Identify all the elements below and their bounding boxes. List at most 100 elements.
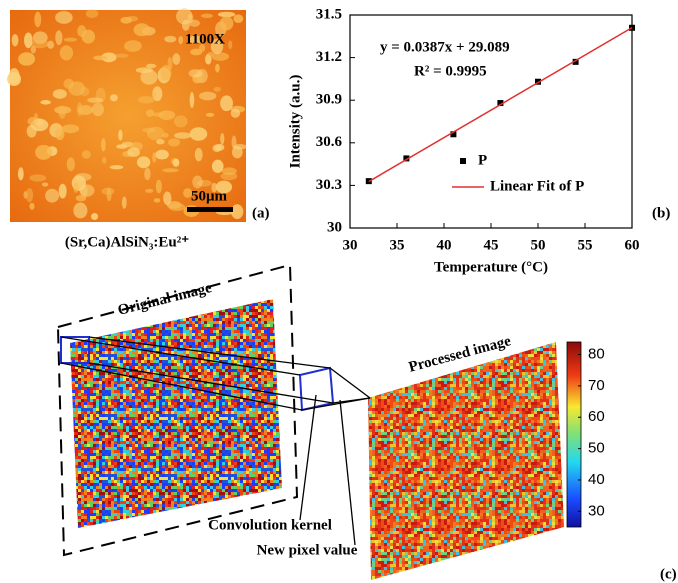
crystal: [109, 165, 124, 170]
crystal: [174, 132, 192, 139]
crystal: [8, 68, 20, 85]
crystal: [167, 57, 173, 71]
crystal: [189, 92, 195, 108]
kernel-box-large: [298, 366, 335, 412]
crystal: [66, 157, 75, 172]
crystal: [144, 167, 151, 181]
x-axis-title: Temperature (°C): [434, 259, 548, 275]
crystal: [153, 198, 161, 203]
colorbar-tick-label: 50: [588, 440, 605, 457]
crystal: [30, 39, 49, 49]
y-tick-label: 30.3: [316, 177, 342, 193]
y-tick-label: 30: [327, 219, 342, 235]
crystal: [116, 144, 128, 149]
crystal: [35, 144, 52, 160]
crystal: [101, 138, 106, 152]
crystal: [220, 172, 238, 181]
crystal: [231, 135, 237, 150]
crystal: [228, 40, 233, 50]
crystal: [91, 102, 104, 117]
x-tick-label: 60: [625, 237, 640, 253]
magnification: 1100X: [185, 31, 225, 47]
crystal: [114, 53, 129, 58]
colorbar-tick-label: 70: [588, 377, 605, 394]
crystal: [81, 29, 96, 44]
crystal: [151, 92, 157, 98]
data-point: [450, 131, 457, 138]
crystal: [121, 196, 127, 209]
crystal: [217, 11, 236, 18]
crystal: [172, 158, 180, 167]
crystal: [233, 14, 244, 23]
crystal: [176, 8, 193, 25]
crystal: [211, 159, 224, 173]
crystal: [110, 94, 118, 102]
x-tick-label: 30: [343, 237, 358, 253]
legend-label: Linear Fit of P: [490, 178, 584, 194]
x-tick-label: 50: [531, 237, 546, 253]
data-point: [403, 155, 410, 162]
crystal: [145, 109, 155, 117]
crystal: [55, 11, 73, 24]
crystal: [210, 38, 224, 55]
crystal: [140, 69, 158, 85]
crystal: [106, 187, 112, 202]
crystal: [181, 19, 190, 31]
crystal: [87, 97, 103, 103]
fit-line: [368, 26, 633, 183]
processed-image: [368, 342, 564, 580]
data-point: [572, 58, 579, 65]
crystal: [55, 128, 65, 141]
colorbar-tick-label: 80: [588, 346, 605, 363]
crystal: [29, 202, 35, 210]
crystal: [155, 149, 169, 160]
x-tick-label: 35: [390, 237, 405, 253]
panel-label: (c): [660, 566, 677, 582]
crystal: [190, 48, 203, 56]
crystal: [102, 156, 107, 164]
legend-marker: [460, 158, 466, 164]
colorbar-tick-label: 40: [588, 471, 605, 488]
crystal: [127, 147, 140, 158]
crystal: [63, 37, 78, 42]
annotation: y = 0.0387x + 29.089: [380, 39, 510, 55]
crystal: [205, 112, 215, 117]
crystal: [73, 182, 79, 193]
crystal: [163, 191, 172, 205]
crystal: [18, 52, 36, 66]
crystal: [200, 13, 214, 18]
crystal: [220, 132, 225, 145]
x-tick-label: 55: [578, 237, 593, 253]
crystal: [199, 44, 206, 52]
crystal: [213, 86, 221, 92]
crystal: [146, 63, 157, 69]
crystal: [155, 179, 162, 194]
crystal: [58, 105, 66, 119]
panel-label: (b): [652, 205, 670, 221]
connector-lines: [60, 336, 371, 546]
crystal: [29, 174, 47, 182]
crystal: [40, 100, 51, 105]
crystal: [73, 202, 88, 219]
crystal: [41, 182, 49, 187]
crystal: [233, 144, 247, 150]
crystal: [219, 16, 234, 31]
crystal: [168, 203, 186, 211]
legend-label: P: [478, 152, 487, 168]
crystal: [55, 30, 63, 46]
crystal: [146, 126, 165, 141]
y-axis-title: Intensity (a.u.): [287, 75, 303, 169]
crystal: [220, 95, 233, 112]
crystal: [205, 53, 212, 65]
crystal: [137, 96, 155, 104]
caption: (Sr,Ca)AlSiN₃:Eu²⁺: [65, 234, 189, 250]
crystal: [188, 69, 203, 78]
crystal: [25, 188, 34, 203]
crystal: [30, 46, 37, 54]
crystal: [173, 115, 188, 128]
crystal: [47, 40, 55, 49]
crystal: [124, 40, 142, 52]
data-point: [497, 100, 504, 107]
crystal: [215, 180, 233, 194]
crystal: [61, 124, 80, 134]
